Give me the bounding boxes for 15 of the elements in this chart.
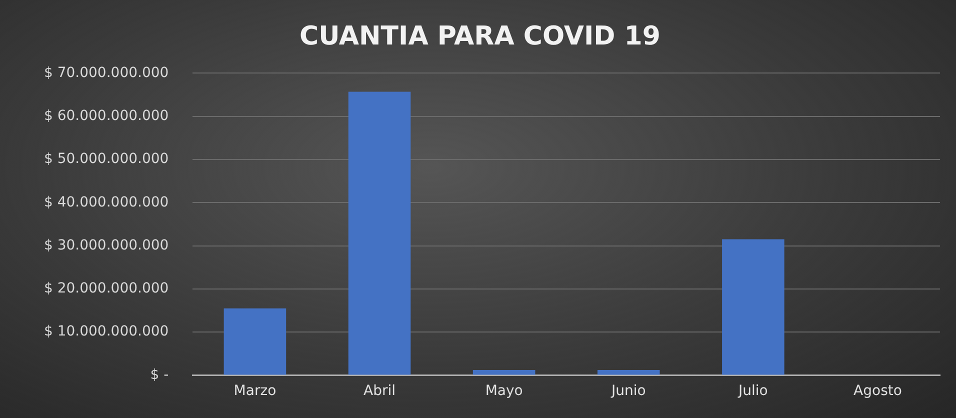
x-tick-label: Junio: [610, 383, 646, 400]
x-tick-label: Agosto: [854, 383, 902, 400]
y-tick-label: $ 60.000.000.000: [44, 108, 169, 124]
y-tick-label: $ 40.000.000.000: [44, 194, 169, 210]
chart-title: CUANTIA PARA COVID 19: [300, 21, 660, 52]
x-tick-label: Abril: [364, 383, 396, 400]
y-tick-label: $ 70.000.000.000: [44, 64, 169, 81]
y-tick-label: $ 50.000.000.000: [44, 151, 169, 168]
x-tick-label: Marzo: [234, 383, 276, 400]
y-tick-label: $ 10.000.000.000: [44, 324, 169, 340]
y-tick-label: $ -: [150, 366, 169, 383]
x-tick-label: Julio: [737, 383, 768, 400]
x-tick-label: Mayo: [485, 383, 523, 400]
y-tick-label: $ 30.000.000.000: [44, 237, 169, 254]
y-tick-label: $ 20.000.000.000: [44, 280, 169, 297]
